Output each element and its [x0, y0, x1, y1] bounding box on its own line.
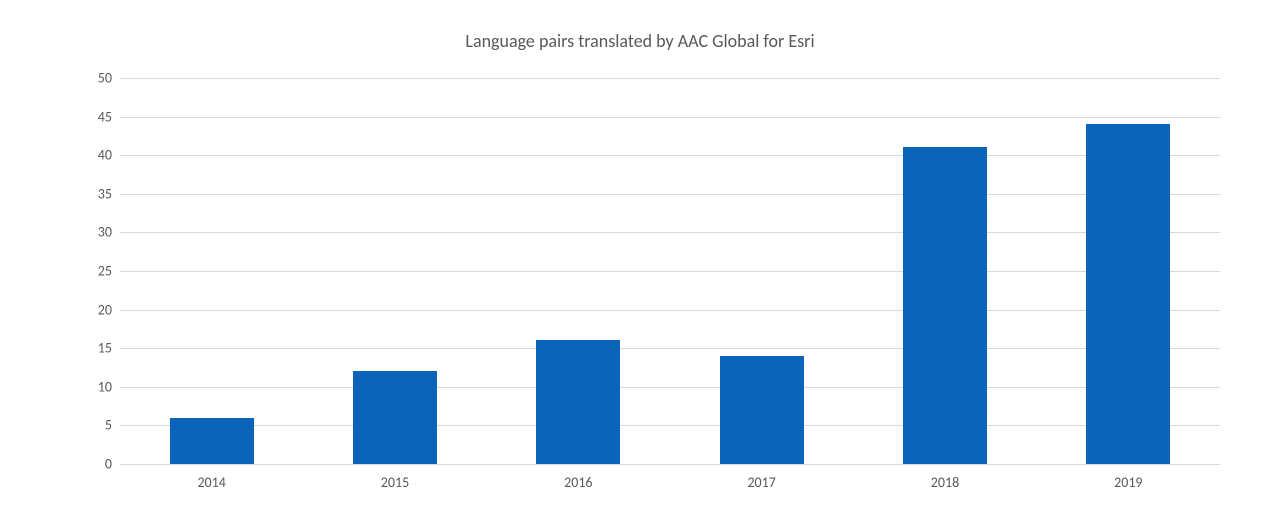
gridline: [120, 155, 1220, 156]
y-tick-label: 10: [98, 378, 120, 395]
chart-title: Language pairs translated by AAC Global …: [0, 30, 1280, 52]
gridline: [120, 348, 1220, 349]
gridline: [120, 194, 1220, 195]
y-tick-label: 0: [105, 456, 120, 473]
y-tick-label: 20: [98, 301, 120, 318]
gridline: [120, 232, 1220, 233]
y-tick-label: 45: [98, 108, 120, 125]
y-tick-label: 25: [98, 263, 120, 280]
bar: [1086, 124, 1170, 464]
gridline: [120, 425, 1220, 426]
gridline: [120, 271, 1220, 272]
gridline: [120, 310, 1220, 311]
x-tick-label: 2018: [931, 464, 959, 491]
x-tick-label: 2015: [381, 464, 409, 491]
y-tick-label: 50: [98, 70, 120, 87]
bar: [170, 418, 254, 464]
gridline: [120, 387, 1220, 388]
x-tick-label: 2014: [197, 464, 225, 491]
bar: [903, 147, 987, 464]
bar: [353, 371, 437, 464]
bar: [720, 356, 804, 464]
gridline: [120, 78, 1220, 79]
gridline: [120, 117, 1220, 118]
x-tick-label: 2019: [1114, 464, 1142, 491]
x-tick-label: 2017: [747, 464, 775, 491]
gridline: [120, 464, 1220, 465]
bar-chart: Language pairs translated by AAC Global …: [0, 0, 1280, 520]
y-tick-label: 30: [98, 224, 120, 241]
y-tick-label: 15: [98, 340, 120, 357]
y-tick-label: 35: [98, 185, 120, 202]
y-tick-label: 5: [105, 417, 120, 434]
bar: [536, 340, 620, 464]
plot-area: 0510152025303540455020142015201620172018…: [120, 78, 1220, 464]
x-tick-label: 2016: [564, 464, 592, 491]
y-tick-label: 40: [98, 147, 120, 164]
